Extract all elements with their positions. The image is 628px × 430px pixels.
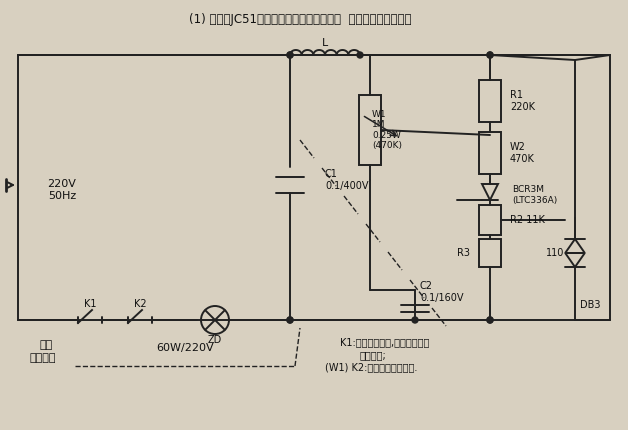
Circle shape xyxy=(487,317,493,323)
Text: 跌倒: 跌倒 xyxy=(40,340,53,350)
Text: R1
220K: R1 220K xyxy=(510,90,535,112)
Circle shape xyxy=(487,52,493,58)
Circle shape xyxy=(487,52,493,58)
Bar xyxy=(359,95,381,165)
Text: 220V
50Hz: 220V 50Hz xyxy=(48,179,77,201)
Circle shape xyxy=(287,52,293,58)
Text: BCR3M
(LTC336A): BCR3M (LTC336A) xyxy=(512,185,557,205)
Circle shape xyxy=(357,52,363,58)
Circle shape xyxy=(287,317,293,323)
Text: L: L xyxy=(322,38,328,48)
Bar xyxy=(479,80,501,122)
Text: 60W/220V: 60W/220V xyxy=(156,343,214,353)
Text: 110: 110 xyxy=(546,248,564,258)
Text: K1: K1 xyxy=(84,299,96,309)
Text: R2 11K: R2 11K xyxy=(510,215,545,225)
Text: C2
0.1/160V: C2 0.1/160V xyxy=(420,281,463,303)
Text: DB3: DB3 xyxy=(580,300,600,310)
Text: C1
0.1/400V: C1 0.1/400V xyxy=(325,169,369,191)
Bar xyxy=(479,239,501,267)
Text: 断开状态;: 断开状态; xyxy=(360,350,387,360)
Circle shape xyxy=(287,317,293,323)
Text: 微动开关: 微动开关 xyxy=(30,353,57,363)
Text: R3: R3 xyxy=(457,248,470,258)
Text: K1:跌倒微动开关,图中处于跌倒: K1:跌倒微动开关,图中处于跌倒 xyxy=(340,337,430,347)
Bar xyxy=(479,132,501,174)
Text: W2
470K: W2 470K xyxy=(510,142,535,164)
Bar xyxy=(479,205,501,235)
Circle shape xyxy=(287,52,293,58)
Text: K2: K2 xyxy=(134,299,146,309)
Text: W1
1M
0.25W
(470K): W1 1M 0.25W (470K) xyxy=(372,110,402,150)
Circle shape xyxy=(487,317,493,323)
Text: (W1) K2:带开关亮度电位器.: (W1) K2:带开关亮度电位器. xyxy=(325,362,418,372)
Circle shape xyxy=(412,317,418,323)
Text: (1) 双鱼牌JC51型调光书写台灯电路原理图  （上海长虹灯具厂）: (1) 双鱼牌JC51型调光书写台灯电路原理图 （上海长虹灯具厂） xyxy=(189,13,411,27)
Text: ZD: ZD xyxy=(208,335,222,345)
